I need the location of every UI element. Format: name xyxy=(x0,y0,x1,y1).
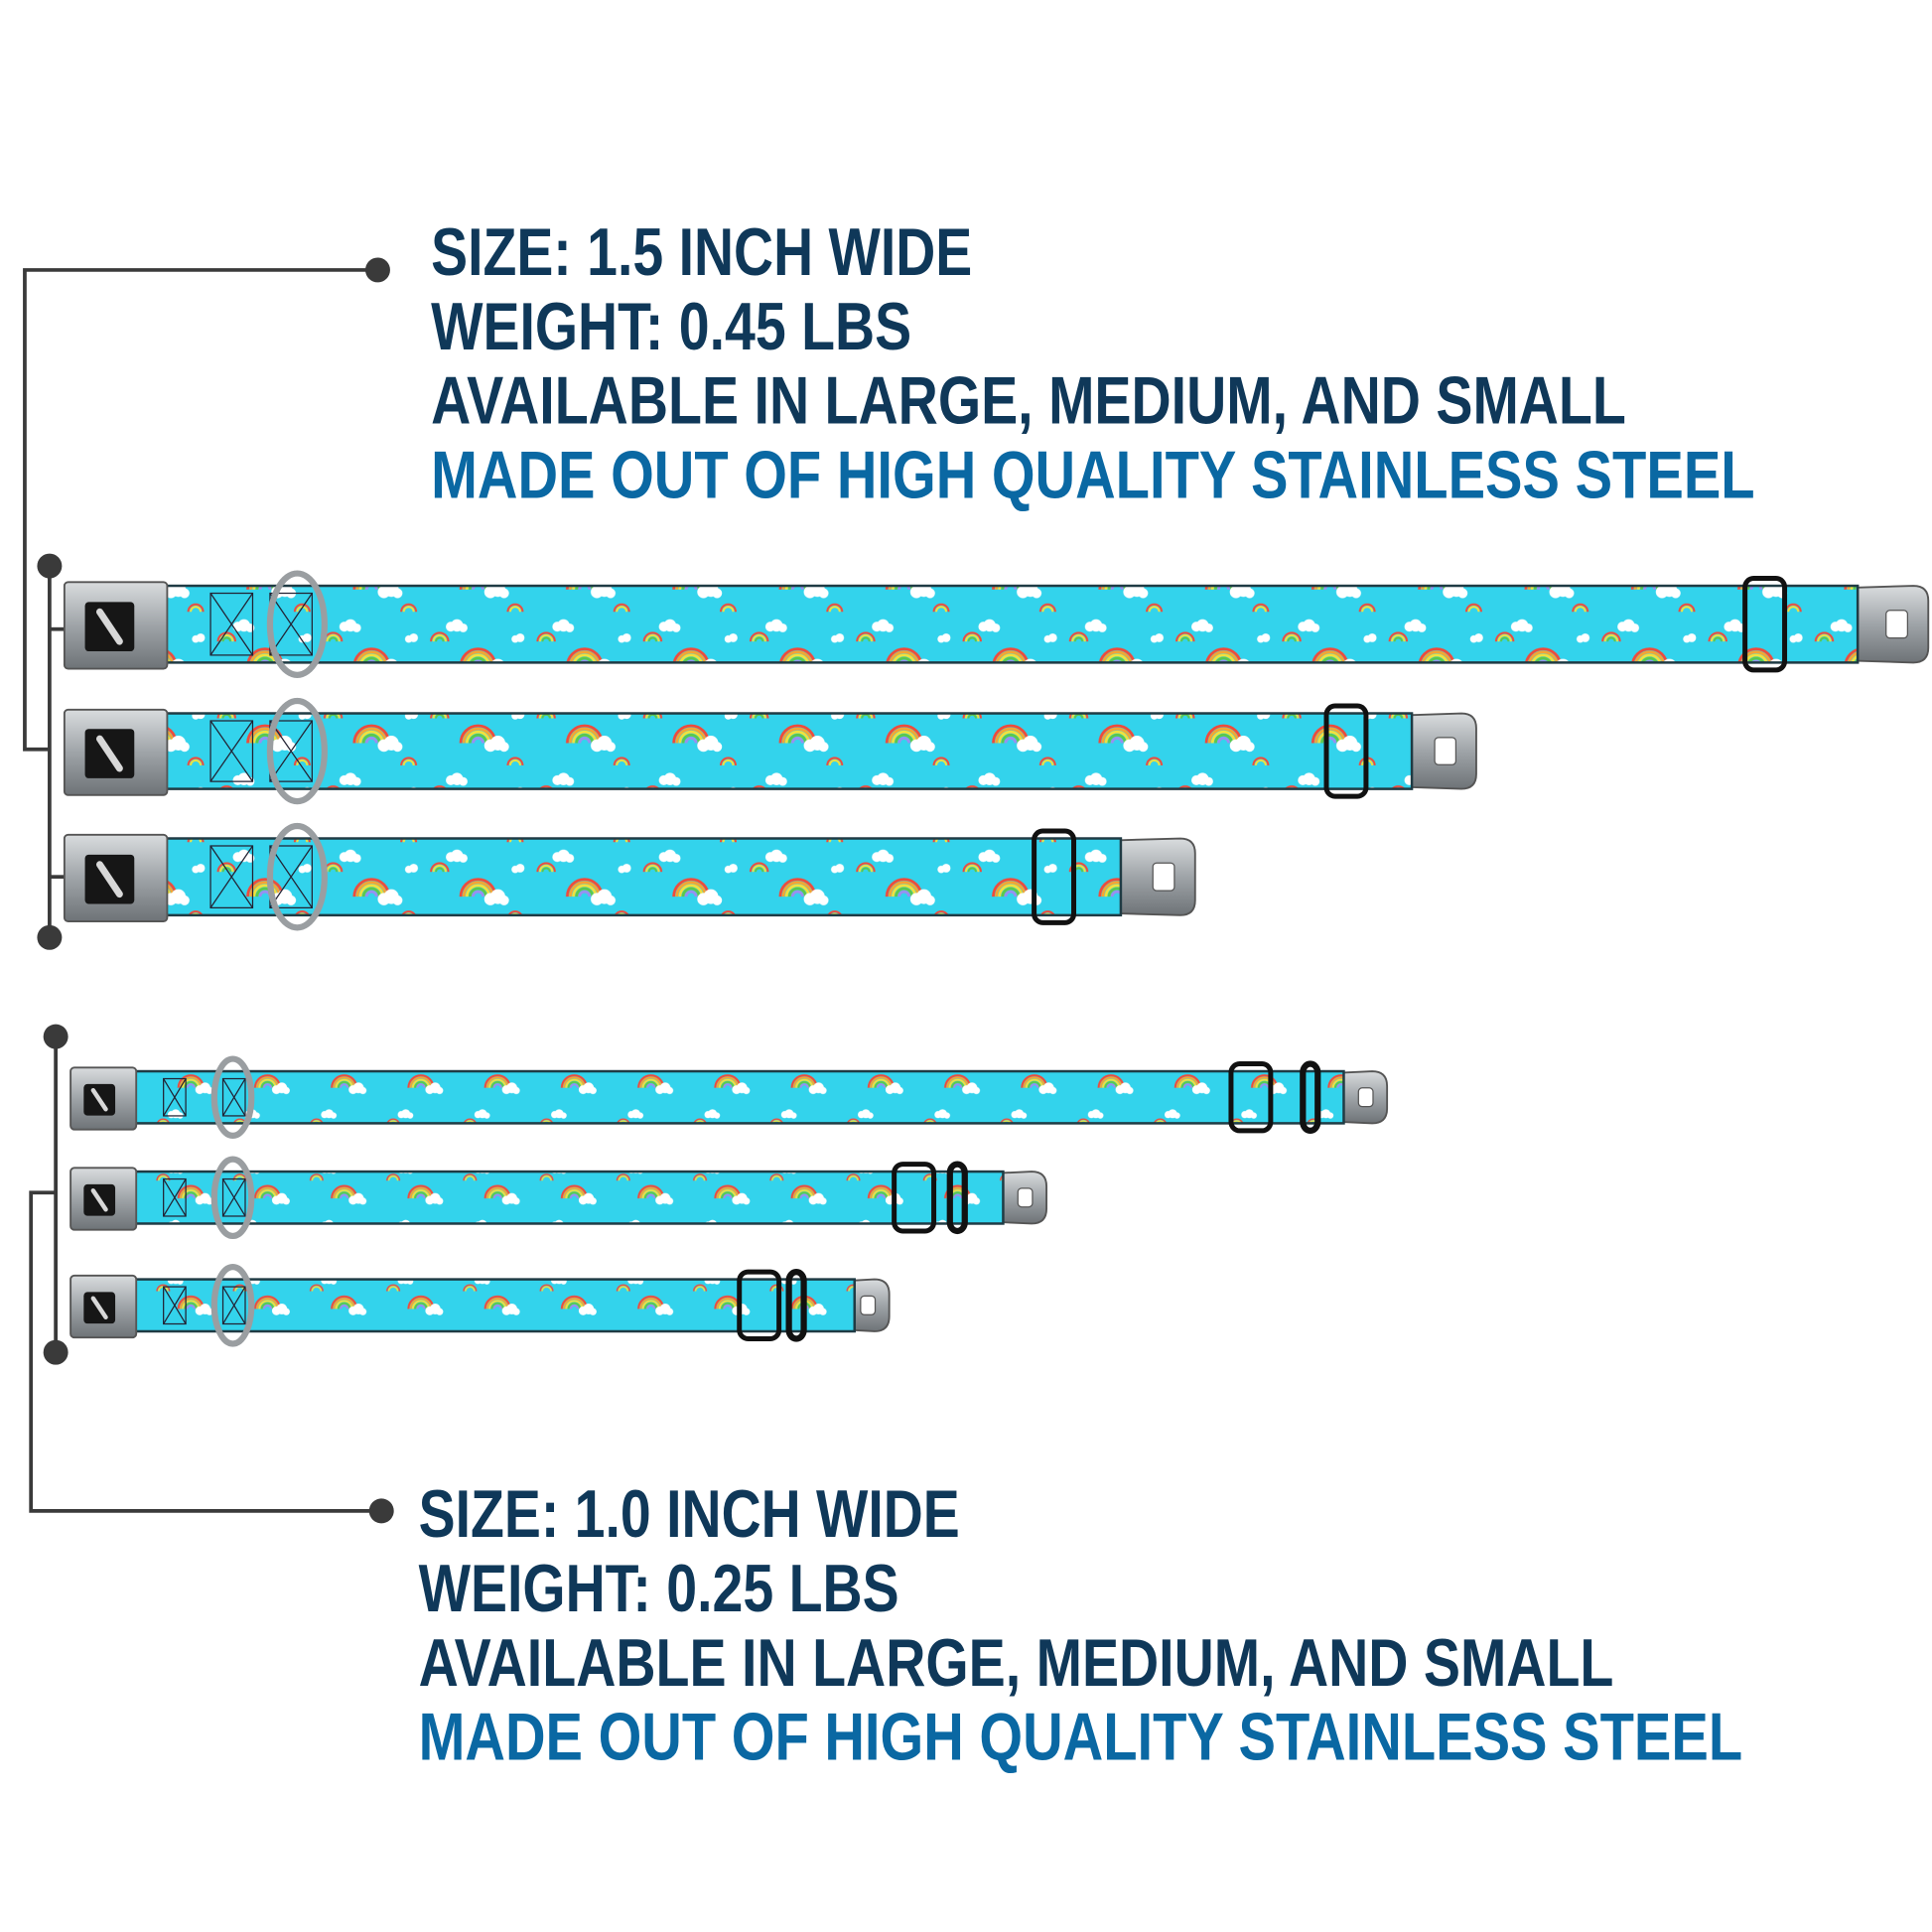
collar-wide-small xyxy=(63,822,1196,931)
dog-bone-icon xyxy=(96,735,123,772)
stitch-cross xyxy=(209,720,253,782)
d-ring xyxy=(210,1055,255,1140)
stitch-cross xyxy=(222,1078,246,1117)
availability-label: AVAILABLE IN LARGE, MEDIUM, AND SMALL xyxy=(431,364,1626,439)
stitch-box xyxy=(221,1177,246,1217)
dog-bone-icon xyxy=(96,861,123,898)
strap-slide xyxy=(892,1162,937,1234)
wide-collar-specs: SIZE: 1.5 INCH WIDE WEIGHT: 0.45 LBS AVA… xyxy=(431,215,1755,513)
wide-collar-bracket xyxy=(23,257,390,950)
tongue-slot xyxy=(1152,862,1175,892)
weight-label: WEIGHT: 0.45 LBS xyxy=(431,290,911,364)
d-ring xyxy=(210,1264,255,1347)
collar-strap xyxy=(161,712,1414,790)
narrow-collar-specs: SIZE: 1.0 INCH WIDE WEIGHT: 0.25 LBS AVA… xyxy=(419,1477,1743,1775)
tongue-slot xyxy=(1885,610,1908,639)
material-label: MADE OUT OF HIGH QUALITY STAINLESS STEEL xyxy=(419,1701,1743,1775)
stitch-cross xyxy=(163,1078,187,1117)
weight-label: WEIGHT: 0.25 LBS xyxy=(419,1552,899,1626)
collar-strap xyxy=(161,837,1123,917)
collar-strap xyxy=(129,1069,1345,1125)
stitch-box xyxy=(163,1177,187,1217)
stitch-cross xyxy=(222,1286,246,1324)
collar-strap xyxy=(129,1170,1005,1225)
stitch-cross xyxy=(269,845,313,908)
tongue-slot xyxy=(1434,737,1457,765)
collar-narrow-large xyxy=(69,1055,1389,1140)
stitch-box xyxy=(209,845,254,908)
stitch-box xyxy=(221,1077,246,1117)
collar-strap xyxy=(161,584,1860,664)
stitch-cross xyxy=(163,1286,187,1324)
size-label: SIZE: 1.0 INCH WIDE xyxy=(419,1477,960,1552)
collar-wide-large xyxy=(63,570,1930,678)
stitch-cross xyxy=(209,593,253,656)
strap-slide xyxy=(1032,828,1077,925)
stitch-box xyxy=(209,720,254,782)
d-ring xyxy=(266,570,328,678)
d-ring xyxy=(266,822,328,931)
strap-slide xyxy=(1300,1060,1321,1135)
strap-slide xyxy=(1323,703,1369,799)
dog-bone-icon xyxy=(96,608,123,645)
collar-wide-medium xyxy=(63,697,1477,805)
stitch-box xyxy=(163,1286,187,1325)
availability-label: AVAILABLE IN LARGE, MEDIUM, AND SMALL xyxy=(419,1626,1614,1701)
stitch-cross xyxy=(269,593,313,656)
dog-bone-icon xyxy=(90,1087,108,1112)
strap-slide xyxy=(737,1269,782,1341)
tongue-slot xyxy=(1357,1087,1374,1108)
dog-bone-icon xyxy=(90,1296,108,1320)
d-ring xyxy=(266,697,328,805)
strap-slide xyxy=(785,1268,807,1342)
material-label: MADE OUT OF HIGH QUALITY STAINLESS STEEL xyxy=(431,438,1755,512)
collar-narrow-medium xyxy=(69,1156,1048,1240)
stitch-cross xyxy=(163,1178,187,1217)
stitch-cross xyxy=(209,845,253,908)
collar-narrow-small xyxy=(69,1264,891,1347)
strap-slide xyxy=(946,1161,968,1235)
tongue-slot xyxy=(1017,1187,1034,1208)
strap-slide xyxy=(1228,1061,1274,1134)
size-label: SIZE: 1.5 INCH WIDE xyxy=(431,215,972,290)
narrow-collar-bracket xyxy=(29,1024,394,1524)
stitch-cross xyxy=(222,1178,246,1217)
tongue-slot xyxy=(860,1295,877,1315)
strap-slide xyxy=(1742,576,1788,673)
stitch-cross xyxy=(269,720,313,782)
dog-bone-icon xyxy=(90,1188,108,1212)
stitch-box xyxy=(221,1286,246,1325)
d-ring xyxy=(210,1156,255,1240)
stitch-box xyxy=(163,1077,187,1117)
stitch-box xyxy=(209,592,254,656)
